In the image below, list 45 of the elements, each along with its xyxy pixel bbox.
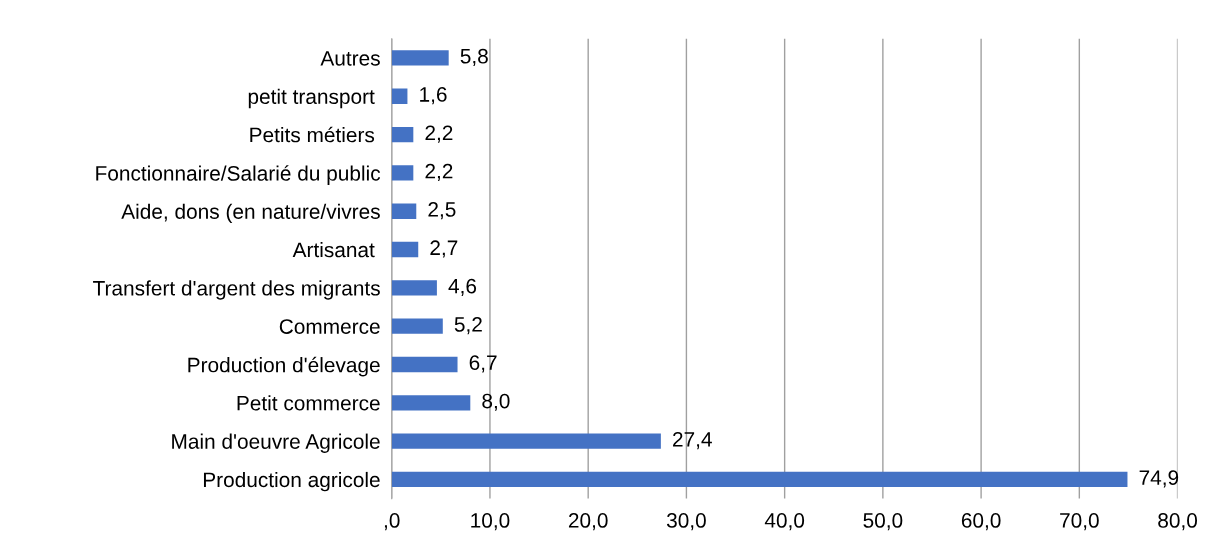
y-tick-label: Petits métiers xyxy=(250,126,375,143)
x-tick-label: 70,0 xyxy=(1060,513,1099,531)
data-label: 8,0 xyxy=(482,393,510,411)
y-tick-label: Aide, dons (en nature/vivres xyxy=(121,203,380,224)
bar xyxy=(391,88,408,104)
bar xyxy=(391,241,419,258)
bar xyxy=(391,280,437,296)
x-tick-label: 60,0 xyxy=(961,513,1001,531)
data-label: 2,2 xyxy=(425,163,453,181)
x-tick-label: 80,0 xyxy=(1158,513,1198,531)
y-tick-label: Petit commerce xyxy=(237,395,380,411)
y-tick-label: Production agricole xyxy=(203,471,380,492)
bar xyxy=(391,50,449,66)
bar xyxy=(391,471,1128,488)
y-tick-label: Artisanat xyxy=(292,241,375,258)
data-label: 6,7 xyxy=(469,355,497,373)
data-label: 1,6 xyxy=(420,87,447,105)
y-tick-label: Production d'élevage xyxy=(188,356,380,377)
bar xyxy=(391,395,471,411)
bar xyxy=(391,433,661,449)
data-label: 2,5 xyxy=(428,202,456,220)
x-tick-label: 40,0 xyxy=(764,513,805,531)
data-label: 2,2 xyxy=(425,125,453,143)
x-tick-label: 20,0 xyxy=(568,513,608,531)
x-tick-label: 30,0 xyxy=(666,513,706,531)
y-tick-label: Transfert d'argent des migrants xyxy=(93,280,380,300)
y-tick-label: petit transport xyxy=(248,88,375,109)
bar xyxy=(391,203,417,219)
bar xyxy=(391,318,443,334)
x-tick-label: 50,0 xyxy=(863,513,903,531)
x-tick-label: 10,0 xyxy=(471,513,510,531)
data-label: 5,2 xyxy=(454,317,482,335)
y-tick-label: Commerce xyxy=(279,319,380,334)
data-label: 4,6 xyxy=(448,278,477,296)
y-tick-label: Autres xyxy=(320,51,380,66)
bar xyxy=(391,356,458,373)
data-label: 27,4 xyxy=(673,431,712,450)
bar xyxy=(391,165,414,181)
x-tick-label: ,0 xyxy=(384,513,400,531)
data-label: 5,8 xyxy=(460,48,488,66)
bar xyxy=(391,126,414,143)
data-label: 2,7 xyxy=(430,240,458,258)
y-tick-label: Main d'oeuvre Agricole xyxy=(172,433,380,453)
data-label: 74,9 xyxy=(1139,470,1179,488)
y-tick-label: Fonctionnaire/Salarié du public xyxy=(96,165,381,185)
